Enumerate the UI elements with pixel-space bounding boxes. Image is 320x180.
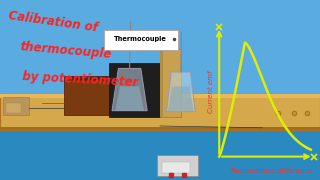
Text: Current emf: Current emf [208, 71, 214, 113]
Bar [6, 103, 21, 113]
Bar [85, 77, 91, 80]
Bar [64, 76, 125, 115]
Bar [93, 77, 99, 80]
Bar [69, 77, 75, 80]
Bar [162, 162, 190, 173]
Text: thermocouple: thermocouple [19, 40, 112, 60]
Polygon shape [112, 68, 147, 111]
Text: Temperature difference: Temperature difference [230, 167, 312, 174]
Bar [117, 77, 123, 80]
Bar [109, 77, 115, 80]
Bar [3, 97, 29, 115]
Bar [0, 94, 320, 98]
FancyBboxPatch shape [104, 30, 178, 50]
Polygon shape [0, 0, 320, 117]
Text: by potentiometer: by potentiometer [22, 70, 139, 89]
Text: Calibration of: Calibration of [8, 9, 99, 34]
Bar [0, 94, 320, 130]
Polygon shape [0, 117, 320, 180]
Bar [0, 127, 320, 130]
Text: Thermocouple: Thermocouple [114, 36, 167, 42]
Bar [160, 49, 163, 117]
Bar [160, 49, 181, 117]
Polygon shape [115, 86, 144, 111]
Polygon shape [168, 86, 194, 112]
Bar [157, 155, 198, 176]
Bar [109, 63, 160, 117]
Polygon shape [166, 72, 195, 112]
Bar [101, 77, 107, 80]
Bar [77, 77, 83, 80]
